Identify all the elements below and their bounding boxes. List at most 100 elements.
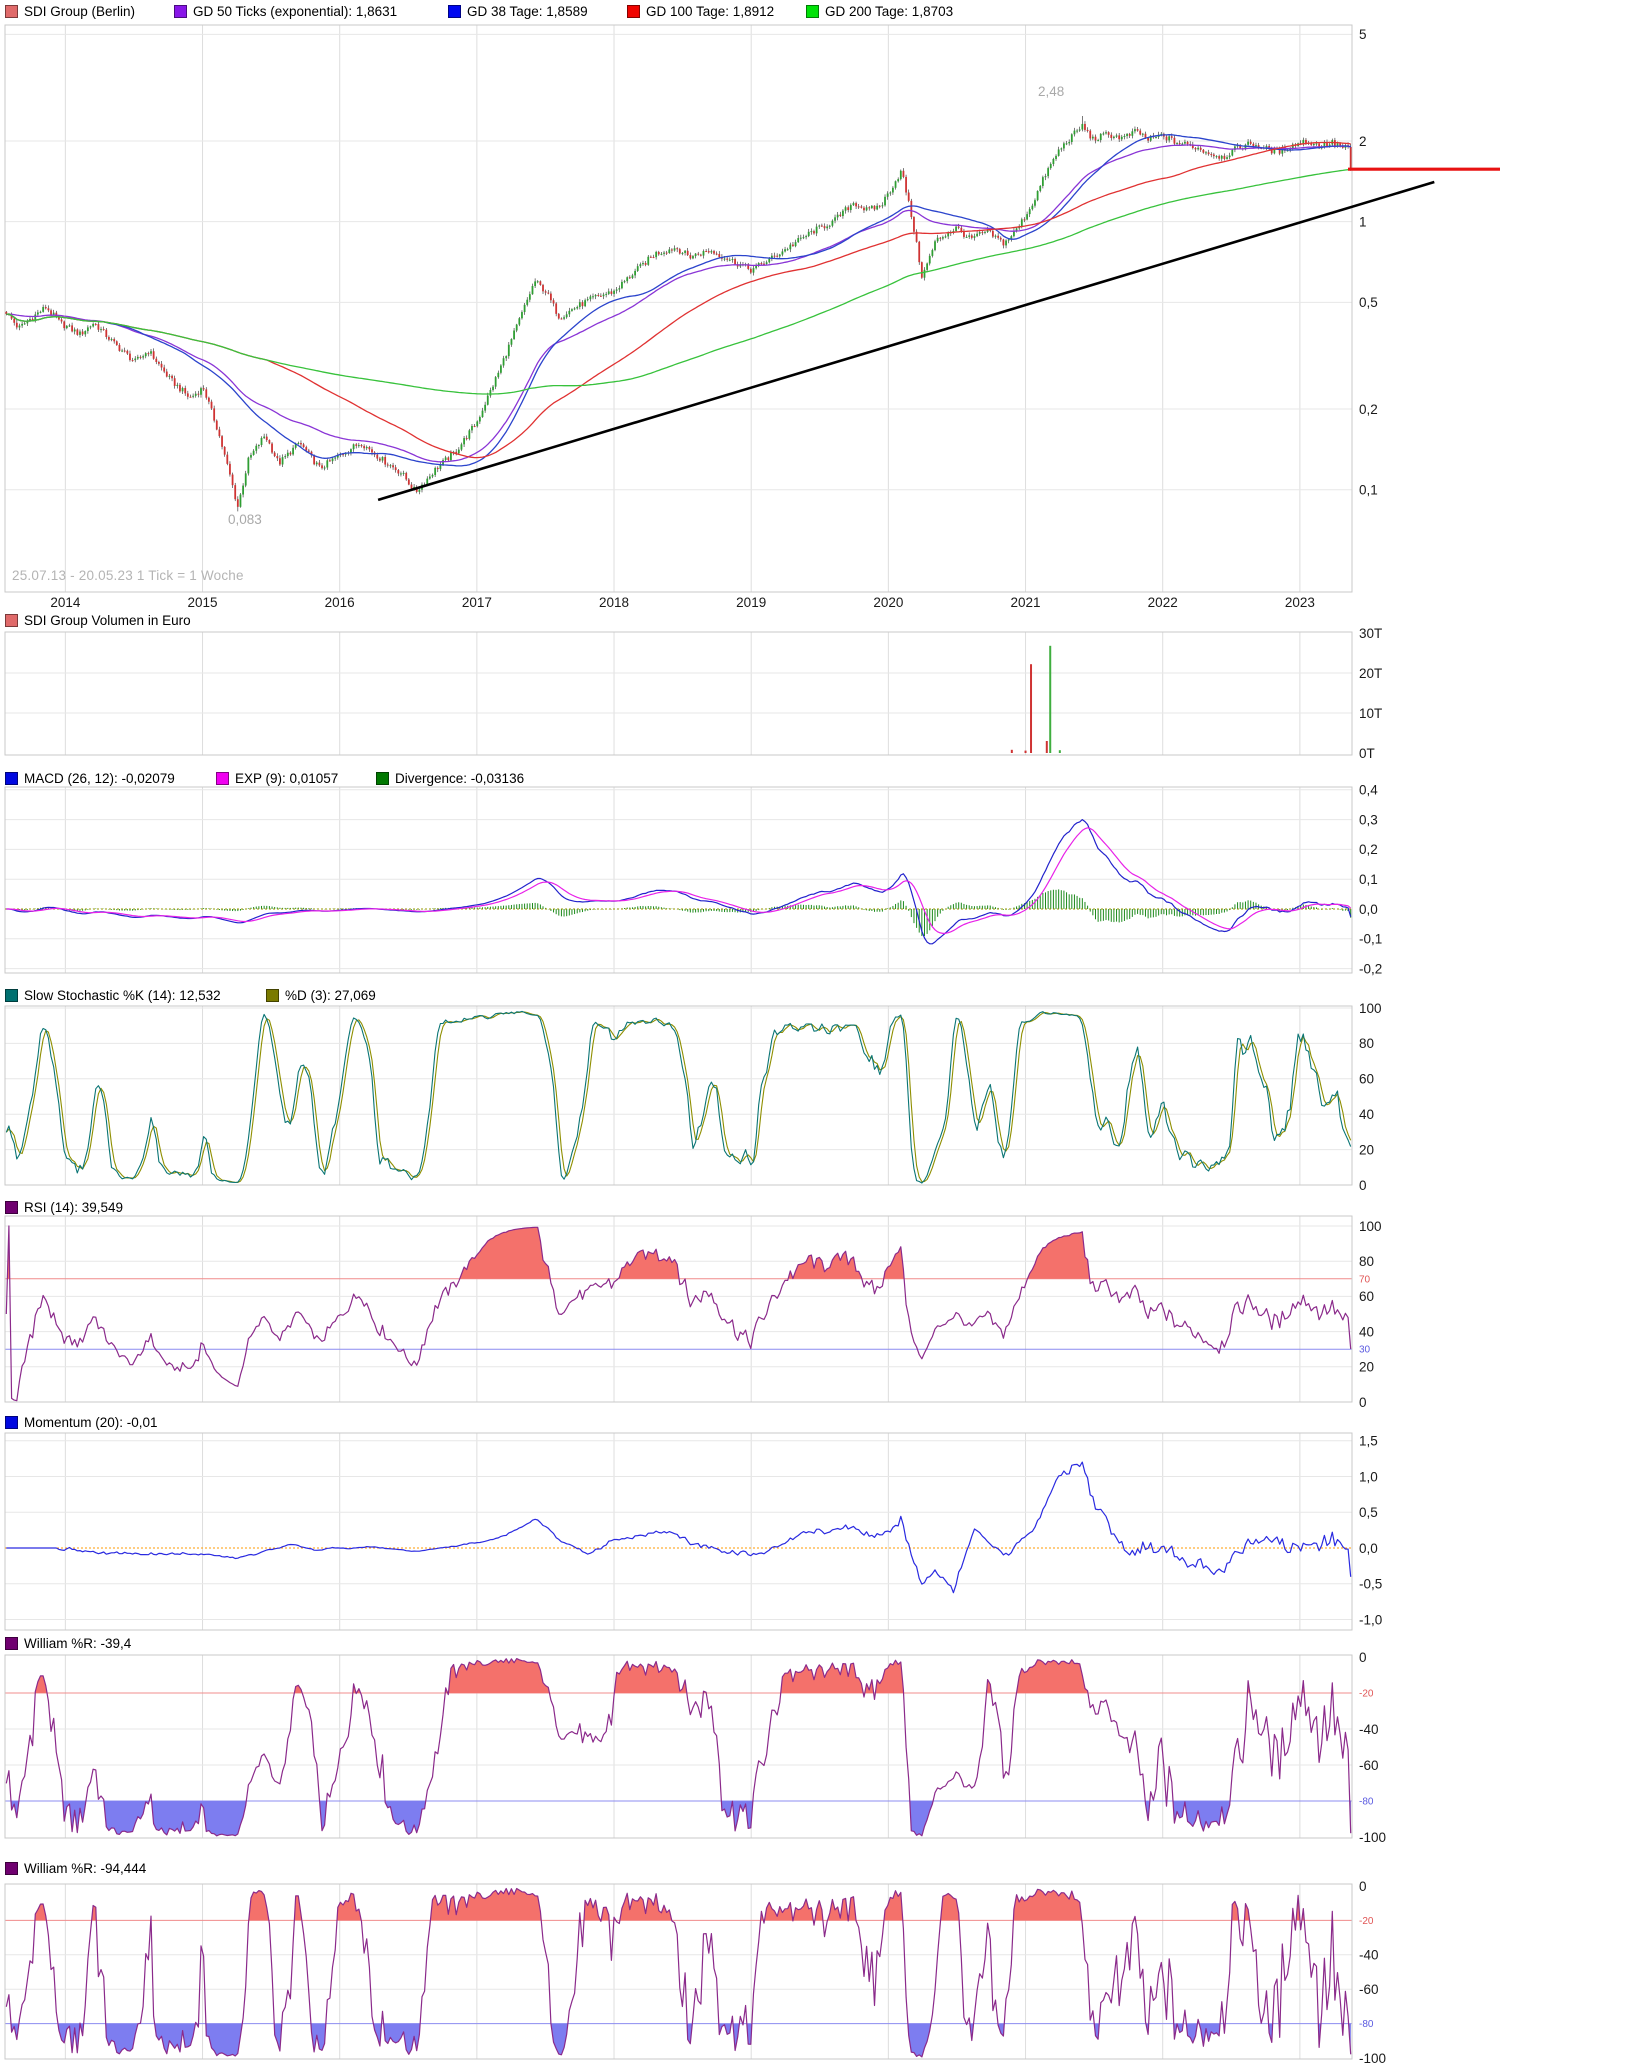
y-axis-tick-label: 20 (1359, 1142, 1374, 1157)
legend-swatch (5, 989, 18, 1002)
y-axis-tick-label: 0,2 (1359, 842, 1378, 857)
legend-item: MACD (26, 12): -0,02079 (5, 771, 175, 786)
x-axis-year-label: 2021 (1011, 595, 1041, 610)
y-axis-tick-label: 0 (1359, 1879, 1367, 1894)
legend-swatch (448, 5, 461, 18)
legend-swatch (5, 772, 18, 785)
legend-swatch (806, 5, 819, 18)
legend-swatch (266, 989, 279, 1002)
panel-border (4, 1432, 1353, 1631)
y-axis-tick-label: 1,5 (1359, 1434, 1378, 1449)
panel-macd: 0,4 0,3 0,2 0,1 0,0 -0,1 -0,2 (4, 783, 1382, 976)
legend-label: William %R: -39,4 (24, 1636, 132, 1651)
volume-panel-legend: SDI Group Volumen in Euro (0, 613, 1625, 631)
y-axis-tick-label: 10T (1359, 706, 1382, 721)
legend-item: EXP (9): 0,01057 (216, 771, 338, 786)
legend-label: GD 50 Ticks (exponential): 1,8631 (193, 4, 398, 19)
high-annotation: 2,48 (1038, 84, 1065, 99)
legend-swatch (216, 772, 229, 785)
y-axis-tick-label: -1,0 (1359, 1612, 1382, 1627)
y-axis-tick-label: 0,5 (1359, 295, 1378, 310)
panel-rsi: 100 80 70 60 40 30 20 0 (4, 1215, 1382, 1410)
legend-label: SDI Group (Berlin) (24, 4, 136, 19)
volume-bar (1049, 645, 1052, 753)
volume-bar (1058, 750, 1061, 753)
y-axis-tick-label: 0,5 (1359, 1505, 1378, 1520)
legend-label: MACD (26, 12): -0,02079 (24, 771, 175, 786)
legend-item: GD 200 Tage: 1,8703 (806, 4, 953, 19)
y-axis-tick-label: 30 (1359, 1345, 1371, 1356)
panel-border (4, 1654, 1353, 1839)
y-axis-tick-label: -100 (1359, 1830, 1386, 1845)
legend-item: SDI Group Volumen in Euro (5, 613, 191, 628)
panel-border (4, 24, 1353, 593)
y-axis-tick-label: -40 (1359, 1722, 1379, 1737)
legend-swatch (376, 772, 389, 785)
legend-item: RSI (14): 39,549 (5, 1200, 123, 1215)
panel-border (4, 1883, 1353, 2060)
x-axis-year-label: 2018 (599, 595, 629, 610)
y-axis-tick-label: 60 (1359, 1289, 1374, 1304)
volume-bar (1010, 749, 1013, 753)
legend-label: SDI Group Volumen in Euro (24, 613, 191, 628)
y-axis-tick-label: 80 (1359, 1036, 1374, 1051)
williams-oversold-fill (10, 2023, 1351, 2057)
y-axis-tick-label: 40 (1359, 1324, 1374, 1339)
y-axis-tick-label: -80 (1359, 2019, 1374, 2030)
y-axis-tick-label: -20 (1359, 1916, 1374, 1927)
momentum-line (6, 1461, 1352, 1594)
y-axis-tick-label: 70 (1359, 1274, 1371, 1285)
y-axis-tick-label: -60 (1359, 1982, 1379, 1997)
panel-border (4, 786, 1353, 974)
y-axis-tick-label: 0,1 (1359, 872, 1378, 887)
x-axis-year-label: 2016 (325, 595, 355, 610)
y-axis-tick-label: 2 (1359, 134, 1367, 149)
y-axis-tick-label: 40 (1359, 1107, 1374, 1122)
x-axis-year-label: 2019 (736, 595, 766, 610)
y-axis-tick-label: 5 (1359, 27, 1367, 42)
y-axis-tick-label: 80 (1359, 1254, 1374, 1269)
panel-williams1: 0 -20 -40 -60 -80 -100 (4, 1650, 1386, 1845)
low-annotation: 0,083 (228, 512, 262, 527)
y-axis-tick-label: 20T (1359, 666, 1382, 681)
legend-swatch (5, 1637, 18, 1650)
gd200-tage-line (6, 168, 1351, 395)
y-axis-tick-label: 0,0 (1359, 1541, 1378, 1556)
legend-item: GD 50 Ticks (exponential): 1,8631 (174, 4, 397, 19)
x-axis-year-label: 2022 (1148, 595, 1178, 610)
legend-label: EXP (9): 0,01057 (235, 771, 339, 786)
volume-bar (1024, 750, 1027, 753)
legend-item: SDI Group (Berlin) (5, 4, 135, 19)
legend-item: GD 100 Tage: 1,8912 (627, 4, 774, 19)
y-axis-tick-label: 0,2 (1359, 402, 1378, 417)
stochastic-panel-legend: Slow Stochastic %K (14): 12,532 %D (3): … (0, 988, 1625, 1006)
legend-label: Slow Stochastic %K (14): 12,532 (24, 988, 221, 1003)
legend-label: GD 38 Tage: 1,8589 (467, 4, 588, 19)
volume-bar (1030, 664, 1033, 753)
legend-label: Momentum (20): -0,01 (24, 1415, 158, 1430)
legend-swatch (5, 1416, 18, 1429)
legend-item: Momentum (20): -0,01 (5, 1415, 158, 1430)
legend-label: RSI (14): 39,549 (24, 1200, 124, 1215)
y-axis-tick-label: 30T (1359, 626, 1382, 641)
y-axis-tick-label: 1,0 (1359, 1469, 1378, 1484)
y-axis-tick-label: 0 (1359, 1178, 1367, 1193)
legend-item: GD 38 Tage: 1,8589 (448, 4, 588, 19)
legend-item: Slow Stochastic %K (14): 12,532 (5, 988, 221, 1003)
legend-label: GD 100 Tage: 1,8912 (646, 4, 775, 19)
y-axis-tick-label: 100 (1359, 1219, 1382, 1234)
y-axis-tick-label: 100 (1359, 1001, 1382, 1016)
y-axis-tick-label: 0,1 (1359, 483, 1378, 498)
legend-item: William %R: -94,444 (5, 1861, 146, 1876)
x-axis-year-label: 2014 (50, 595, 81, 610)
y-axis-tick-label: 0,4 (1359, 783, 1378, 798)
legend-label: %D (3): 27,069 (285, 988, 376, 1003)
macd-panel-legend: MACD (26, 12): -0,02079 EXP (9): 0,01057… (0, 771, 1625, 789)
rsi-panel-legend: RSI (14): 39,549 (0, 1200, 1625, 1218)
x-axis-year-label: 2020 (873, 595, 903, 610)
williams-r-line (5, 1658, 1352, 1837)
trend-line (377, 180, 1435, 502)
panel-williams2: 0 -20 -40 -60 -80 -100 (4, 1879, 1386, 2066)
y-axis-tick-label: 0,0 (1359, 902, 1378, 917)
